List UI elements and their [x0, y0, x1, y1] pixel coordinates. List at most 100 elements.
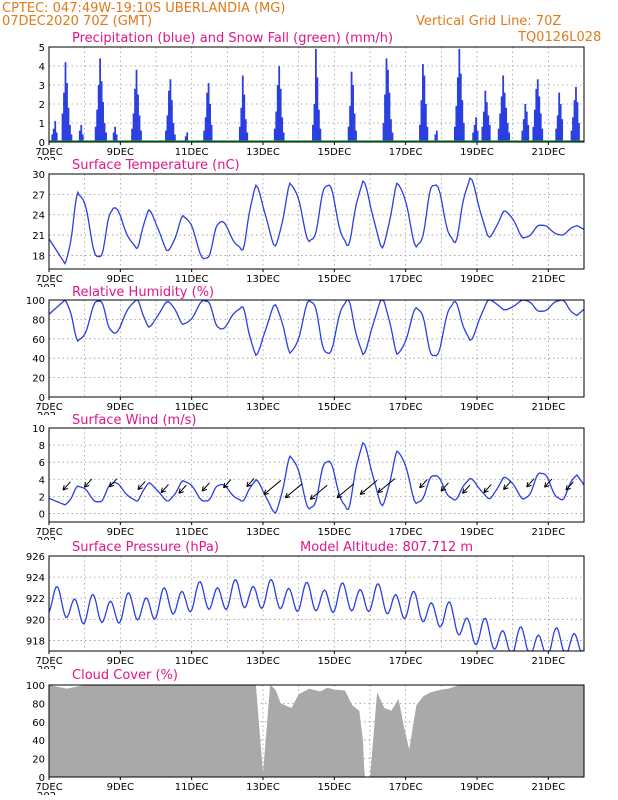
precip-bar: [203, 130, 206, 142]
precip-bar: [561, 119, 564, 142]
precip-bar: [184, 136, 187, 142]
wind-arrow-head: [336, 492, 343, 499]
wind-arrow: [223, 479, 232, 489]
precip-bar: [316, 77, 319, 142]
station-header: CPTEC: 047:49W-19:10S UBERLANDIA (MG): [2, 1, 285, 16]
y-tick-label: 80: [32, 699, 45, 710]
precip-bar: [207, 83, 210, 142]
precip-bar: [435, 130, 438, 142]
precip-bar: [206, 92, 209, 142]
wind-arrow: [109, 478, 118, 488]
wind-arrow-head: [137, 484, 143, 491]
precip-bar: [419, 124, 421, 142]
precip-bar: [472, 132, 475, 142]
x-tick-label: 21DEC: [531, 782, 565, 793]
series-line: [49, 177, 584, 266]
precip-bar: [99, 58, 102, 142]
wind-arrow: [137, 481, 146, 490]
precip-bar: [503, 92, 506, 142]
wind-arrow-head: [83, 482, 90, 488]
precip-bar: [573, 100, 576, 142]
y-tick-label: 100: [26, 296, 45, 307]
wind-arrow: [62, 481, 71, 491]
precip-bar: [54, 121, 57, 142]
wind-arrow: [284, 483, 303, 499]
x-tick-label: 11DEC: [175, 527, 209, 538]
precip-bar: [423, 75, 426, 142]
precip-bar: [132, 113, 135, 142]
precip-bar: [165, 130, 167, 142]
precip-bar: [52, 128, 55, 142]
x-tick-label: 21DEC: [531, 147, 565, 158]
precip-bar: [424, 104, 427, 142]
precip-bar: [275, 111, 278, 142]
precip-bar: [575, 86, 577, 142]
panel-title: Surface Temperature (nC): [72, 158, 240, 173]
precip-bar: [434, 134, 437, 142]
wind-arrow: [246, 478, 255, 487]
precip-bar: [67, 107, 70, 142]
wind-arrow-head: [440, 486, 447, 492]
x-tick-label: 15DEC: [317, 527, 351, 538]
precip-bar: [538, 96, 541, 142]
panel-frame: [48, 684, 585, 778]
y-tick-label: 60: [32, 335, 45, 346]
x-tick-label: 7DEC: [35, 656, 62, 667]
wind-arrow: [336, 483, 355, 499]
precip-bar: [96, 109, 99, 142]
precip-bar: [131, 128, 133, 142]
panel-body: [49, 578, 584, 651]
x-tick-label: 11DEC: [175, 656, 209, 667]
y-tick-label: 100: [26, 681, 45, 692]
precip-bar: [576, 102, 579, 142]
x-tick-label: 13DEC: [246, 402, 280, 413]
y-tick-label: 30: [32, 170, 45, 181]
y-tick-label: 40: [32, 736, 45, 747]
precip-bar: [555, 128, 558, 142]
x-tick-label: 11DEC: [175, 147, 209, 158]
precip-bar: [313, 104, 316, 142]
panel-frame: [48, 46, 585, 143]
x-tick-label: 11DEC: [175, 274, 209, 285]
precip-bar: [80, 124, 83, 142]
series-line: [49, 578, 584, 651]
x-tick-label: 15DEC: [317, 656, 351, 667]
y-tick-label: 2: [39, 492, 45, 503]
precip-bar: [240, 107, 243, 142]
x-year-label-cropped: 202: [37, 411, 56, 422]
precip-bar: [499, 113, 502, 142]
precip-bar: [353, 113, 356, 142]
y-tick-label: 8: [39, 441, 45, 452]
wind-arrow: [565, 481, 574, 491]
panel-frame: [48, 299, 585, 398]
precip-bar: [391, 132, 394, 142]
precip-bar: [539, 113, 542, 142]
x-tick-label: 17DEC: [389, 402, 423, 413]
precip-bar: [100, 81, 103, 142]
precip-bar: [570, 130, 573, 142]
precip-bar: [169, 79, 172, 142]
precip-bar: [456, 77, 459, 142]
x-tick-label: 11DEC: [175, 782, 209, 793]
precip-bar: [66, 83, 68, 142]
precip-bar: [422, 64, 424, 142]
panels: Precipitation (blue) and Snow Fall (gree…: [26, 31, 585, 795]
precip-bar: [426, 126, 429, 142]
x-tick-label: 13DEC: [246, 274, 280, 285]
x-tick-label: 19DEC: [460, 274, 494, 285]
x-tick-label: 15DEC: [317, 147, 351, 158]
series-line: [49, 300, 584, 357]
x-tick-label: 13DEC: [246, 527, 280, 538]
panel-body: [49, 48, 584, 142]
y-tick-label: 0: [39, 509, 45, 520]
wind-arrow-head: [309, 494, 316, 500]
precip-bar: [171, 100, 173, 142]
x-tick-label: 9DEC: [107, 147, 134, 158]
precip-bar: [500, 96, 503, 142]
precip-bar: [559, 104, 562, 142]
precip-bar: [527, 124, 530, 142]
y-tick-label: 2: [39, 100, 45, 111]
precip-bar: [497, 128, 500, 142]
x-tick-label: 21DEC: [531, 656, 565, 667]
